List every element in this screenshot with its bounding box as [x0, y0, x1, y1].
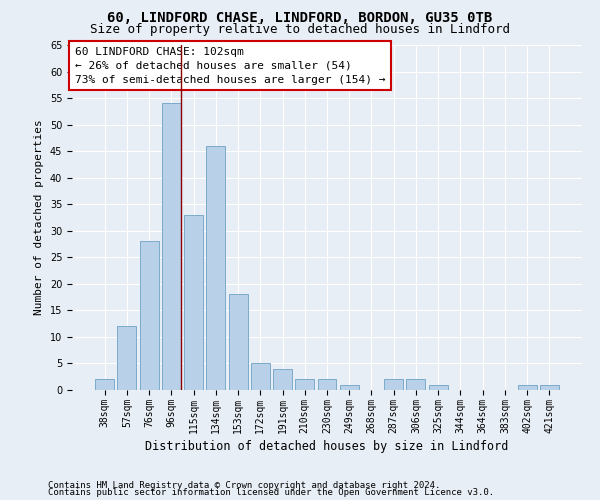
Bar [340, 384, 359, 390]
Bar [540, 384, 559, 390]
Bar [273, 369, 292, 390]
Text: 60, LINDFORD CHASE, LINDFORD, BORDON, GU35 0TB: 60, LINDFORD CHASE, LINDFORD, BORDON, GU… [107, 11, 493, 25]
Bar [162, 104, 181, 390]
Bar [206, 146, 225, 390]
Bar [295, 380, 314, 390]
Text: Contains HM Land Registry data © Crown copyright and database right 2024.: Contains HM Land Registry data © Crown c… [48, 480, 440, 490]
Bar [384, 380, 403, 390]
Y-axis label: Number of detached properties: Number of detached properties [34, 120, 44, 316]
Text: Size of property relative to detached houses in Lindford: Size of property relative to detached ho… [90, 22, 510, 36]
Bar [518, 384, 536, 390]
Bar [251, 364, 270, 390]
Bar [429, 384, 448, 390]
Text: 60 LINDFORD CHASE: 102sqm
← 26% of detached houses are smaller (54)
73% of semi-: 60 LINDFORD CHASE: 102sqm ← 26% of detac… [74, 46, 385, 84]
Text: Contains public sector information licensed under the Open Government Licence v3: Contains public sector information licen… [48, 488, 494, 497]
Bar [184, 215, 203, 390]
Bar [140, 242, 158, 390]
Bar [118, 326, 136, 390]
Bar [406, 380, 425, 390]
Bar [95, 380, 114, 390]
Bar [317, 380, 337, 390]
Bar [229, 294, 248, 390]
X-axis label: Distribution of detached houses by size in Lindford: Distribution of detached houses by size … [145, 440, 509, 453]
